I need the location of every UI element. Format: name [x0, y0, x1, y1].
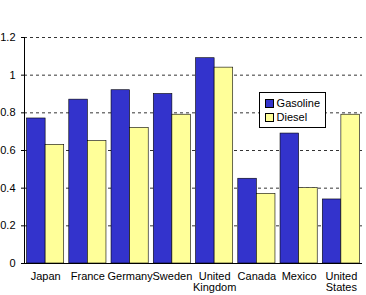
svg-text:1.2: 1.2 — [0, 31, 15, 43]
svg-text:1: 1 — [9, 69, 15, 81]
svg-text:0.4: 0.4 — [0, 182, 15, 194]
svg-text:Sweden: Sweden — [152, 270, 192, 282]
svg-text:Canada: Canada — [238, 270, 277, 282]
svg-text:0.2: 0.2 — [0, 219, 15, 231]
svg-text:Japan: Japan — [31, 270, 61, 282]
svg-text:France: France — [71, 270, 105, 282]
svg-text:UnitedStates: UnitedStates — [325, 270, 357, 293]
svg-text:0.8: 0.8 — [0, 106, 15, 118]
html-text:Diesel: Diesel — [276, 111, 308, 123]
svg-text:0: 0 — [9, 257, 15, 269]
svg-text:0.6: 0.6 — [0, 144, 15, 156]
svg-text:UnitedKingdom: UnitedKingdom — [193, 270, 236, 293]
html-text:Gasoline: Gasoline — [276, 97, 320, 109]
svg-text:Mexico: Mexico — [282, 270, 317, 282]
svg-text:Germany: Germany — [108, 270, 154, 282]
